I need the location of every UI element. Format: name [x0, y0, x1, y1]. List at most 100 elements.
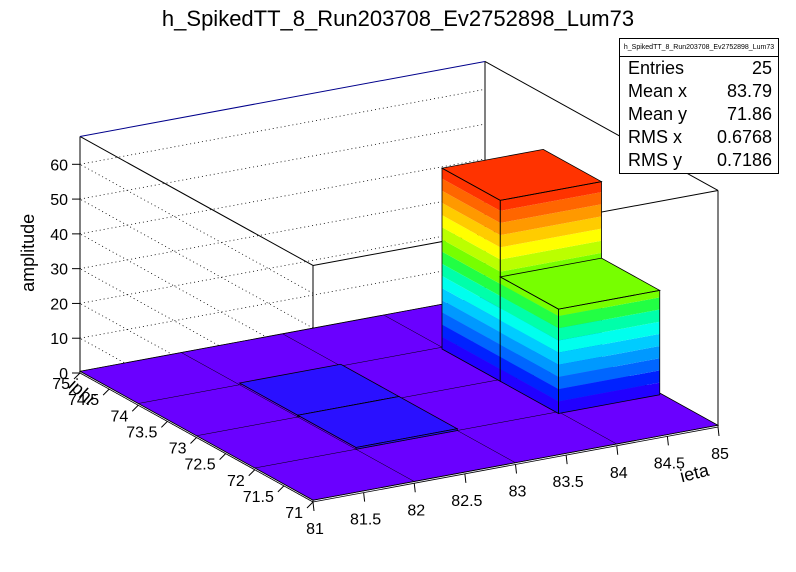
y-tick [102, 388, 110, 396]
grid-line-back-wall [79, 193, 486, 270]
stats-title: h_SpikedTT_8_Run203708_Ev2752898_Lum73 [620, 39, 778, 57]
bar-front-face [558, 370, 660, 402]
stats-value: 71.86 [726, 104, 772, 124]
x-tick-label: 82.5 [451, 493, 482, 510]
stats-label: Entries [628, 58, 685, 78]
bar-side-face [442, 300, 501, 345]
grid-line-back-wall [79, 158, 486, 235]
bar-front-face [500, 240, 602, 272]
stats-row-mean-y: Mean y 71.86 [620, 103, 778, 126]
bar-side-face [442, 324, 501, 370]
stats-row-mean-x: Mean x 83.79 [620, 80, 778, 103]
x-tick [666, 436, 669, 446]
z-tick-label: 0 [59, 366, 68, 383]
x-tick [312, 501, 315, 512]
y-tick-label: 73 [169, 441, 187, 458]
bar-side-face [500, 332, 559, 377]
bar-front-face [500, 204, 602, 236]
bar-side-face [442, 168, 501, 211]
z-tick-label: 30 [50, 262, 68, 279]
bar-front-face [500, 181, 602, 211]
y-tick [161, 421, 168, 428]
x-tick [616, 445, 619, 455]
stats-label: Mean x [628, 81, 688, 101]
stats-label: RMS y [628, 150, 682, 170]
grid-line-left-wall [79, 163, 314, 294]
bar-side-face [442, 178, 501, 223]
stats-value: 25 [751, 58, 772, 78]
y-tick [131, 404, 139, 412]
stats-value: 83.79 [726, 81, 772, 101]
y-tick-label: 71 [285, 505, 303, 522]
x-tick-label: 84 [610, 465, 628, 482]
chart-title: h_SpikedTT_8_Run203708_Ev2752898_Lum73 [161, 6, 635, 31]
bar-side-face [442, 263, 501, 309]
y-tick [219, 453, 226, 460]
x-tick [717, 426, 720, 437]
bar-front-face [558, 321, 660, 353]
bar-side-face [442, 190, 501, 236]
y-tick-label: 72 [227, 473, 245, 490]
x-tick-label: 84.5 [654, 455, 685, 472]
bar-side-face [500, 308, 559, 353]
y-tick [277, 485, 285, 493]
grid-line-back-wall [79, 123, 486, 200]
y-tick-label: 75 [52, 376, 70, 393]
bar-side-face [500, 283, 559, 329]
bin-front-face [355, 428, 458, 450]
stats-row-entries: Entries 25 [620, 57, 778, 80]
z-axis-title: amplitude [18, 214, 38, 292]
z-tick-label: 40 [50, 227, 68, 244]
x-tick [565, 455, 568, 465]
bar-side-face [442, 202, 501, 248]
stats-value: 0.7186 [716, 150, 772, 170]
floor-grid-line [79, 296, 486, 372]
bar-front-face [558, 358, 660, 390]
bar-outline [441, 167, 501, 382]
bar-side-face [442, 312, 501, 357]
bar-front-face [500, 228, 602, 260]
y-tick-label: 71.5 [243, 489, 274, 506]
bar-front-face [558, 290, 660, 317]
bar-front-face [558, 309, 660, 341]
bar-side-face [500, 296, 559, 341]
z-tick-label: 50 [50, 192, 68, 209]
x-tick-label: 83.5 [553, 474, 584, 491]
bar-side-face [442, 239, 501, 284]
bar-side-face [500, 369, 559, 414]
bar-outline [499, 276, 559, 415]
bar-side-face [442, 275, 501, 321]
bar-side-face [442, 215, 501, 260]
stats-label: Mean y [628, 104, 688, 124]
y-tick [73, 372, 81, 380]
x-tick-label: 82 [407, 502, 425, 519]
z-tick-label: 20 [50, 296, 68, 313]
x-tick [413, 483, 416, 493]
bar-side-face [500, 356, 559, 402]
floor-grid-line [312, 425, 719, 501]
bar-side-face [500, 320, 559, 365]
bar-side-face [500, 344, 559, 390]
stats-row-rms-y: RMS y 0.7186 [620, 149, 778, 172]
bar-side-face [500, 276, 559, 317]
x-tick [464, 473, 467, 483]
bar-side-face [442, 288, 501, 333]
y-tick-label: 74 [110, 408, 128, 425]
bar-side-face [442, 227, 501, 272]
y-tick-label: 73.5 [126, 424, 157, 441]
bar-front-face [500, 216, 602, 248]
y-tick-label: 74.5 [68, 392, 99, 409]
grid-line-back-wall [79, 228, 486, 304]
bar-front-face [500, 192, 602, 223]
x-tick [515, 464, 517, 474]
z-tick-label: 60 [50, 157, 68, 174]
bar-front-face [558, 346, 660, 377]
grid-line-left-wall [79, 198, 314, 329]
axis-frame-line [79, 60, 486, 137]
x-tick [363, 492, 366, 502]
x-tick-label: 83 [509, 484, 527, 501]
y-tick-label: 72.5 [184, 457, 215, 474]
axis-frame-line [79, 136, 314, 266]
stats-value: 0.6768 [716, 127, 772, 147]
